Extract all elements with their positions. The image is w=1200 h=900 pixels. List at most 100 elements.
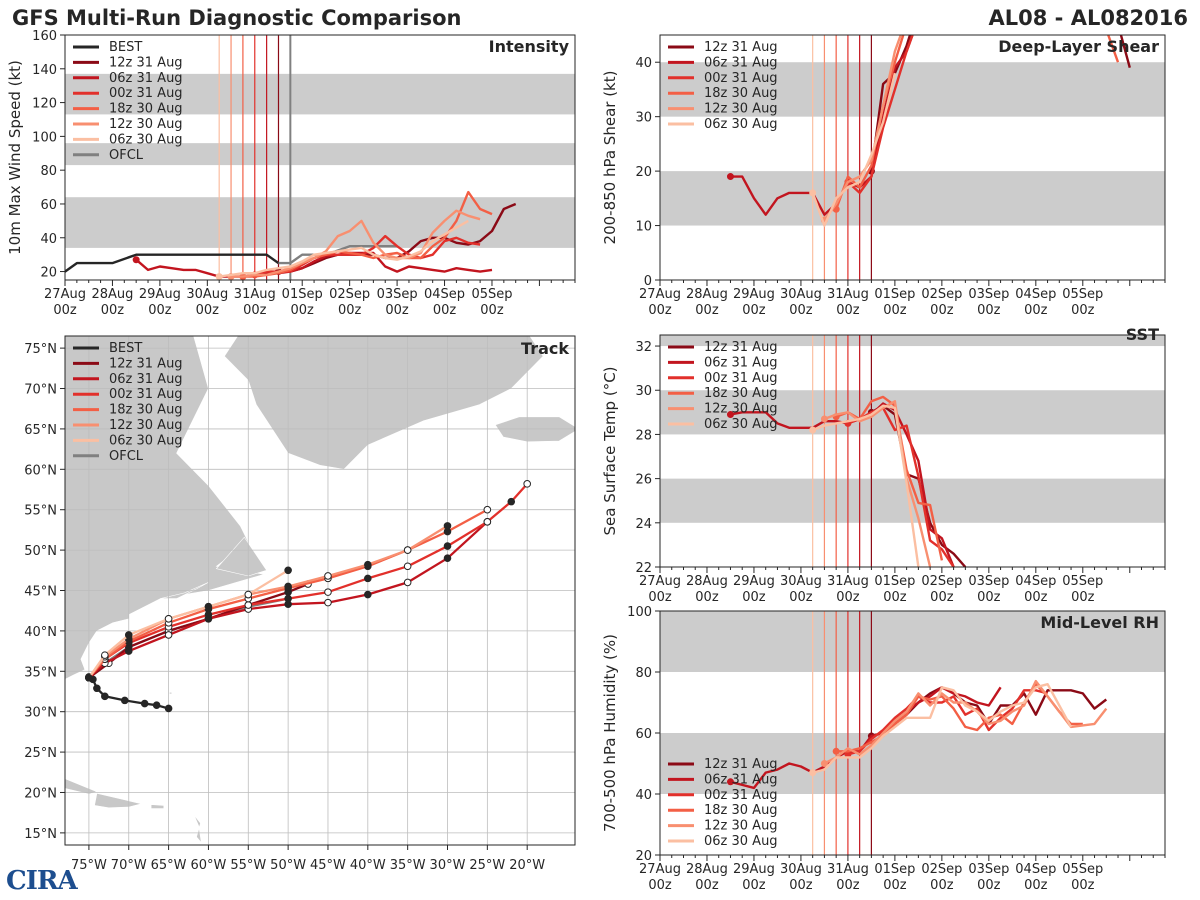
x-tick-hour: 00z bbox=[648, 590, 672, 605]
x-tick-day: 30Aug bbox=[780, 287, 822, 302]
init-marker-06z-31-aug bbox=[726, 173, 734, 181]
series-12z-30-aug bbox=[231, 209, 481, 278]
legend-label-06z-31-aug: 06z 31 Aug bbox=[109, 71, 183, 86]
series-18z-30-aug bbox=[242, 190, 493, 278]
track-point bbox=[164, 614, 173, 623]
shaded-band bbox=[660, 171, 1165, 226]
x-tick-hour: 00z bbox=[196, 303, 220, 318]
x-tick-label: 35°W bbox=[390, 858, 426, 873]
legend-label-18z-30-aug: 18z 30 Aug bbox=[109, 102, 183, 117]
track-point bbox=[403, 546, 412, 554]
x-tick-day: 27Aug bbox=[639, 574, 681, 589]
shaded-band bbox=[660, 62, 1165, 117]
series-12z-30-aug bbox=[823, 400, 932, 567]
panel-title: Track bbox=[521, 339, 569, 358]
x-tick-hour: 00z bbox=[977, 590, 1001, 605]
shaded-band bbox=[660, 335, 1165, 347]
track-point bbox=[507, 497, 516, 506]
x-tick-day: 02Sep bbox=[921, 862, 962, 877]
shaded-band bbox=[660, 611, 1165, 672]
track-point bbox=[364, 590, 372, 599]
legend-label-18z-30-aug: 18z 30 Aug bbox=[704, 803, 778, 818]
y-tick-label: 40 bbox=[635, 788, 652, 803]
y-tick-label: 45°N bbox=[24, 585, 57, 600]
legend-label-best: BEST bbox=[109, 40, 142, 55]
legend-label-00z-31-aug: 00z 31 Aug bbox=[704, 71, 778, 86]
legend-label-06z-30-aug: 06z 30 Aug bbox=[704, 117, 778, 132]
bermuda bbox=[169, 691, 173, 695]
track-point bbox=[443, 522, 452, 530]
x-tick-hour: 00z bbox=[480, 303, 504, 318]
init-marker-06z-31-aug bbox=[132, 256, 140, 264]
cira-logo: CIRA bbox=[6, 866, 78, 896]
x-tick-label: 20°W bbox=[509, 858, 545, 873]
track-point bbox=[523, 480, 531, 488]
plot-frame bbox=[659, 34, 1166, 281]
track-point bbox=[244, 601, 253, 609]
track-point bbox=[324, 598, 332, 607]
x-tick-day: 03Sep bbox=[968, 287, 1009, 302]
y-tick-label: 40 bbox=[635, 56, 652, 71]
track-point bbox=[364, 574, 372, 583]
x-tick-day: 02Sep bbox=[921, 287, 962, 302]
x-tick-day: 28Aug bbox=[686, 287, 728, 302]
y-tick-label: 35°N bbox=[24, 665, 57, 680]
legend-label-00z-31-aug: 00z 31 Aug bbox=[109, 86, 183, 101]
x-tick-hour: 00z bbox=[648, 878, 672, 893]
track-point bbox=[101, 651, 109, 659]
legend-label-ofcl: OFCL bbox=[109, 148, 144, 163]
y-tick-label: 40 bbox=[40, 232, 57, 247]
x-tick-day: 29Aug bbox=[733, 574, 775, 589]
x-tick-day: 31Aug bbox=[827, 287, 869, 302]
legend-label-06z-30-aug: 06z 30 Aug bbox=[704, 417, 778, 432]
y-tick-label: 32 bbox=[635, 340, 652, 355]
x-tick-label: 50°W bbox=[270, 858, 306, 873]
legend-label-06z-31-aug: 06z 31 Aug bbox=[704, 355, 778, 370]
series-06z-31-aug bbox=[135, 251, 493, 278]
x-tick-hour: 00z bbox=[789, 590, 813, 605]
x-tick-day: 04Sep bbox=[1015, 574, 1056, 589]
y-tick-label: 80 bbox=[635, 666, 652, 681]
x-tick-day: 28Aug bbox=[686, 574, 728, 589]
y-tick-label: 70°N bbox=[24, 383, 57, 398]
puerto-rico bbox=[150, 804, 165, 809]
newfoundland bbox=[215, 536, 268, 577]
init-marker-18z-30-aug bbox=[832, 747, 840, 755]
legend-label-18z-30-aug: 18z 30 Aug bbox=[704, 386, 778, 401]
panel-title: SST bbox=[1126, 325, 1159, 344]
x-tick-hour: 00z bbox=[930, 878, 954, 893]
track-point bbox=[140, 699, 149, 708]
x-tick-hour: 00z bbox=[883, 878, 907, 893]
track-point bbox=[324, 572, 332, 580]
x-tick-hour: 00z bbox=[930, 303, 954, 318]
x-tick-day: 29Aug bbox=[733, 862, 775, 877]
series-12z-30-aug bbox=[823, 679, 1108, 765]
track-point bbox=[164, 631, 173, 639]
y-tick-label: 20 bbox=[635, 165, 652, 180]
series-06z-30-aug bbox=[811, 72, 897, 227]
x-tick-hour: 00z bbox=[291, 303, 315, 318]
x-tick-day: 28Aug bbox=[91, 287, 133, 302]
init-marker-12z-30-aug bbox=[820, 760, 828, 767]
y-tick-label: 50°N bbox=[24, 544, 57, 559]
x-tick-hour: 00z bbox=[742, 590, 766, 605]
x-tick-day: 01Sep bbox=[874, 287, 915, 302]
init-marker-06z-30-aug bbox=[809, 189, 817, 197]
plot-frame bbox=[659, 334, 1166, 568]
track-point bbox=[164, 704, 173, 713]
x-tick-day: 30Aug bbox=[186, 287, 228, 302]
nova-scotia bbox=[160, 582, 209, 599]
track-06z-31-aug bbox=[88, 520, 489, 679]
x-tick-label: 75°W bbox=[71, 858, 107, 873]
legend-label-12z-31-aug: 12z 31 Aug bbox=[109, 356, 183, 371]
init-marker-06z-30-aug bbox=[215, 273, 223, 280]
y-tick-label: 100 bbox=[32, 130, 57, 145]
track-point bbox=[101, 692, 109, 701]
track-00z-31-aug bbox=[88, 483, 529, 679]
series-12z-31-aug bbox=[870, 35, 1131, 172]
track-point bbox=[152, 701, 161, 710]
legend-label-12z-31-aug: 12z 31 Aug bbox=[109, 55, 183, 70]
x-tick-day: 27Aug bbox=[639, 862, 681, 877]
